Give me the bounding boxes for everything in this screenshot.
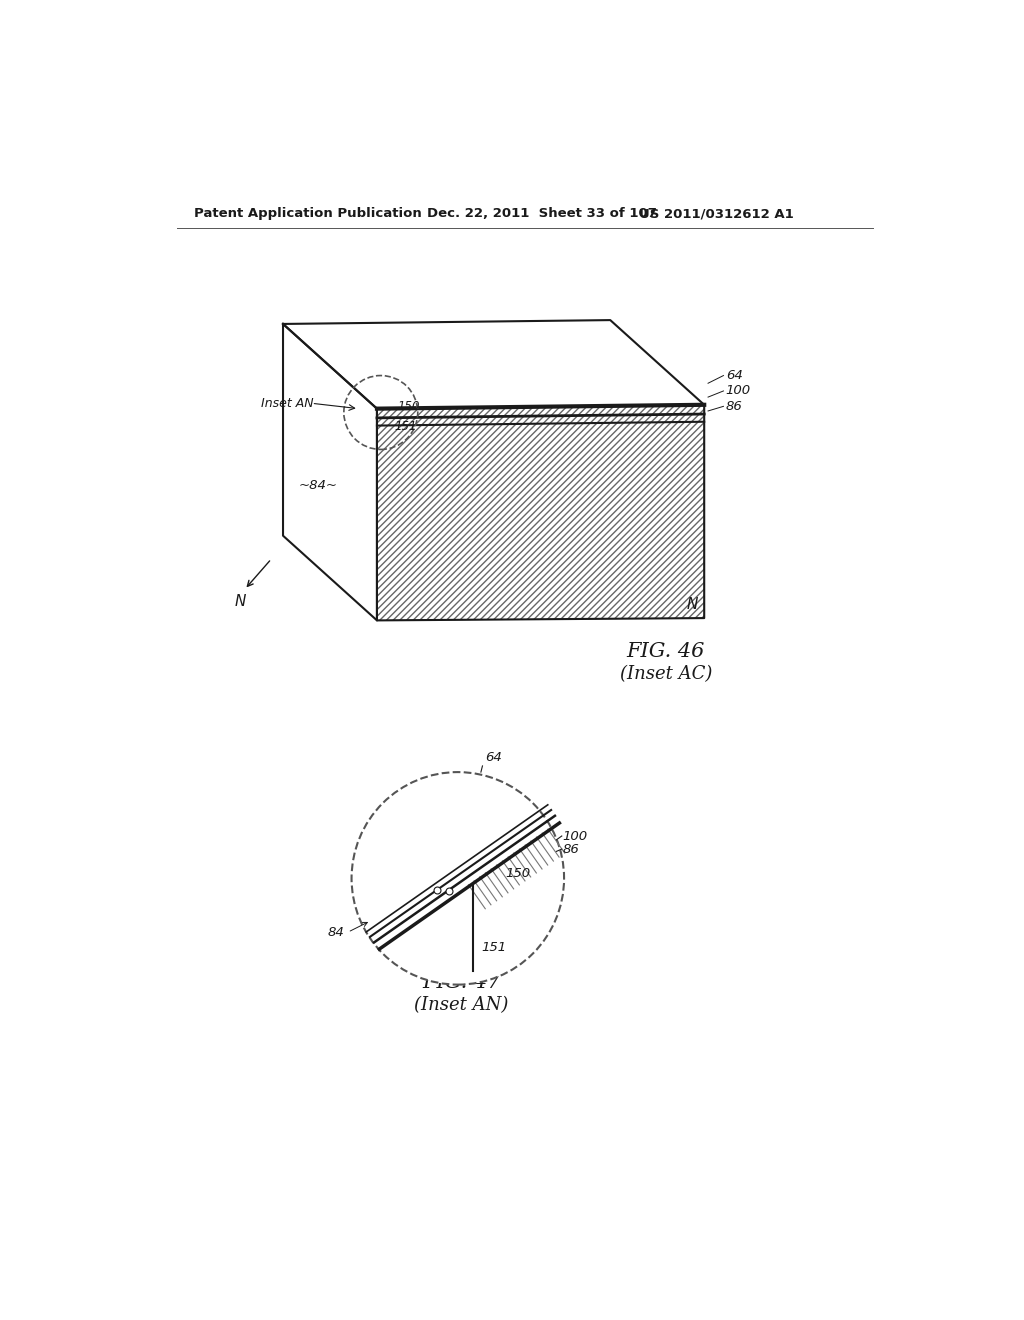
Text: (Inset AC): (Inset AC) bbox=[620, 665, 712, 684]
Text: Patent Application Publication: Patent Application Publication bbox=[194, 207, 422, 220]
Text: 64: 64 bbox=[726, 370, 742, 381]
Polygon shape bbox=[377, 405, 705, 620]
Text: 100: 100 bbox=[562, 829, 588, 842]
Text: 150: 150 bbox=[397, 400, 420, 413]
Text: FIG. 47: FIG. 47 bbox=[423, 973, 501, 991]
Text: US 2011/0312612 A1: US 2011/0312612 A1 bbox=[639, 207, 794, 220]
Text: N: N bbox=[234, 594, 247, 609]
Text: 150: 150 bbox=[506, 867, 530, 880]
Text: (Inset AN): (Inset AN) bbox=[415, 997, 509, 1014]
Text: 84: 84 bbox=[327, 925, 344, 939]
Text: Inset AN: Inset AN bbox=[261, 397, 314, 409]
Text: 151: 151 bbox=[481, 941, 506, 954]
Polygon shape bbox=[283, 323, 377, 620]
Text: 86: 86 bbox=[726, 400, 742, 413]
Text: 151: 151 bbox=[394, 420, 417, 433]
Text: 100: 100 bbox=[726, 384, 751, 397]
Text: 86: 86 bbox=[562, 842, 580, 855]
Text: N: N bbox=[687, 597, 698, 611]
Text: 64: 64 bbox=[484, 751, 502, 764]
Text: ~84~: ~84~ bbox=[298, 479, 338, 492]
Text: FIG. 46: FIG. 46 bbox=[627, 642, 705, 661]
Text: Dec. 22, 2011  Sheet 33 of 107: Dec. 22, 2011 Sheet 33 of 107 bbox=[427, 207, 656, 220]
Polygon shape bbox=[283, 321, 705, 409]
Circle shape bbox=[351, 772, 564, 985]
